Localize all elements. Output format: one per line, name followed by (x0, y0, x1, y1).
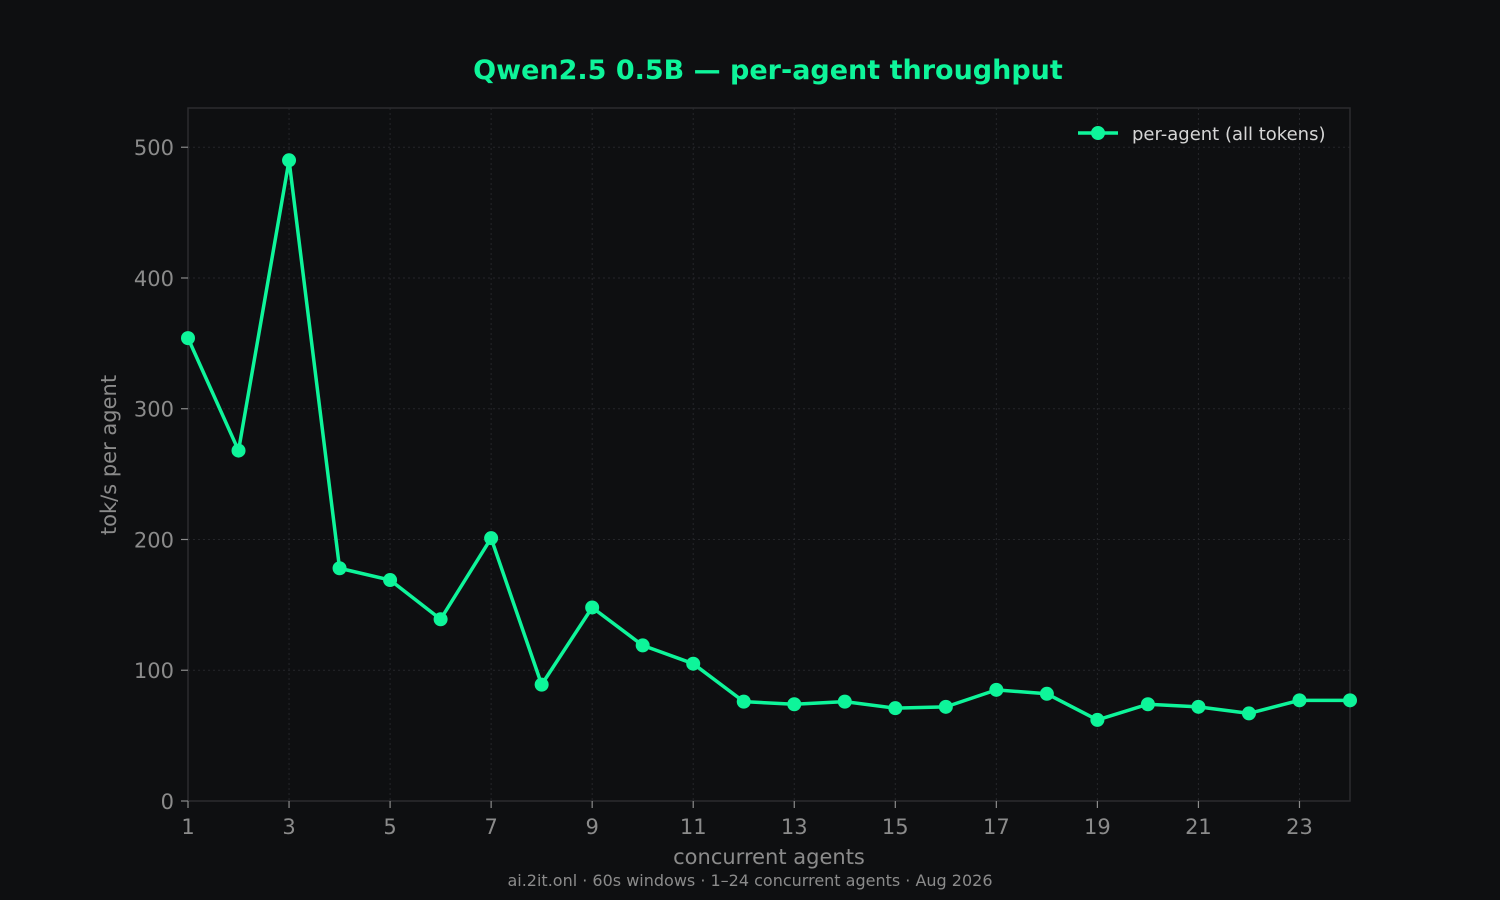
data-point (989, 682, 1004, 697)
data-point (1140, 697, 1155, 712)
x-tick-label: 11 (680, 815, 707, 839)
x-tick-label: 9 (585, 815, 598, 839)
y-tick-label: 500 (134, 136, 174, 160)
data-point (332, 561, 347, 576)
data-point (433, 612, 448, 627)
chart-title: Qwen2.5 0.5B — per-agent throughput (473, 55, 1063, 86)
x-tick-label: 21 (1185, 815, 1212, 839)
data-point (534, 677, 549, 692)
data-point (383, 573, 398, 588)
legend-label: per-agent (all tokens) (1132, 124, 1325, 145)
plot-area-frame (187, 107, 1351, 802)
data-point (686, 656, 701, 671)
y-axis-ticks: 0 100 200 300 400 500 (134, 136, 188, 814)
y-axis-label: tok/s per agent (97, 375, 121, 535)
x-axis-ticks: 1 3 5 7 9 11 13 15 17 19 21 23 (181, 801, 1313, 839)
y-tick-label: 300 (134, 398, 174, 422)
data-point (1090, 712, 1105, 727)
y-tick-label: 400 (134, 267, 174, 291)
data-point (1241, 706, 1256, 721)
x-tick-label: 19 (1084, 815, 1111, 839)
x-tick-label: 17 (983, 815, 1010, 839)
data-point (585, 600, 600, 615)
data-point (837, 694, 852, 709)
y-tick-label: 200 (134, 528, 174, 552)
data-point (231, 443, 246, 458)
x-axis-label: concurrent agents (673, 845, 865, 869)
x-tick-label: 15 (882, 815, 909, 839)
x-tick-label: 5 (383, 815, 396, 839)
legend-circle-marker (1091, 126, 1105, 140)
data-point (787, 697, 802, 712)
y-tick-label: 0 (161, 790, 174, 814)
data-point (1292, 693, 1307, 708)
data-point (1039, 686, 1054, 701)
data-point (888, 701, 903, 716)
x-tick-label: 23 (1286, 815, 1313, 839)
data-point (282, 153, 297, 168)
data-point (736, 694, 751, 709)
series-line (186, 158, 1350, 722)
data-point (938, 699, 953, 714)
data-point (1191, 699, 1206, 714)
y-tick-label: 100 (134, 659, 174, 683)
data-point (635, 638, 650, 653)
x-tick-label: 3 (282, 815, 295, 839)
legend: per-agent (all tokens) (1078, 124, 1325, 145)
data-point (181, 331, 195, 346)
x-tick-label: 1 (181, 815, 194, 839)
data-point (484, 531, 499, 546)
series-group (181, 153, 1357, 727)
footer-text: ai.2it.onl · 60s windows · 1–24 concurre… (507, 871, 992, 890)
x-tick-label: 13 (781, 815, 808, 839)
x-tick-label: 7 (484, 815, 497, 839)
data-point (1343, 693, 1357, 708)
